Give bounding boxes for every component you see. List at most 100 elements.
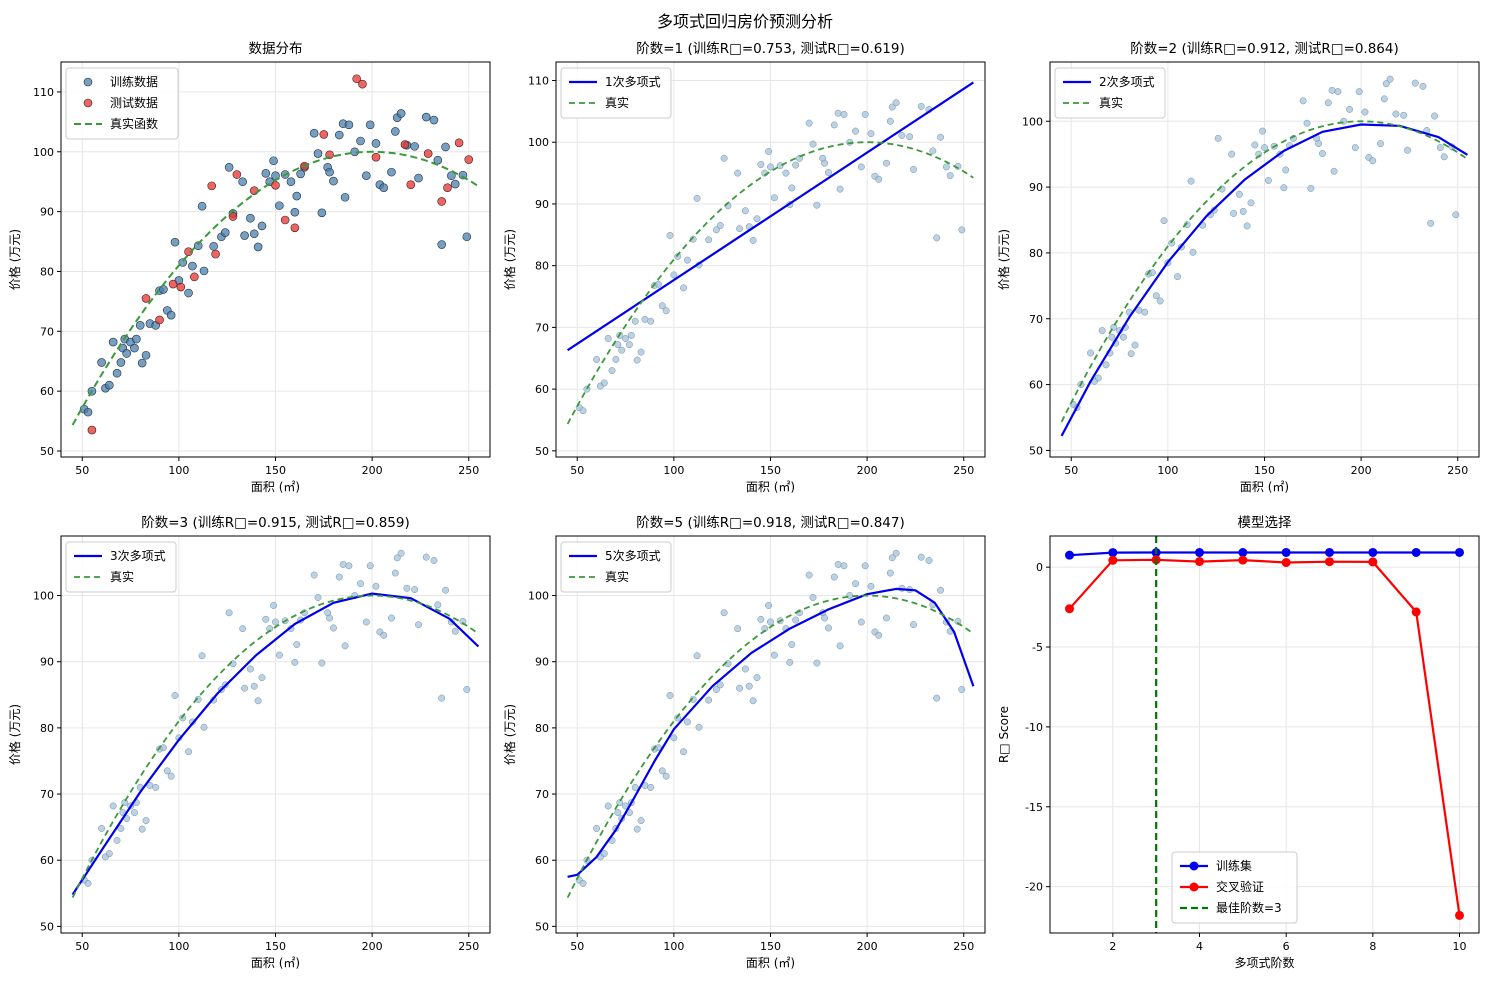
legend-box: [1171, 851, 1298, 924]
test-point: [232, 170, 242, 179]
train-point-faded: [1131, 341, 1139, 349]
y-tick-label: 50: [535, 445, 549, 458]
legend-label: 训练数据: [110, 74, 158, 89]
legend-label: 真实: [605, 95, 629, 110]
panel-title: 数据分布: [249, 41, 303, 57]
train-point-faded: [830, 573, 838, 581]
y-tick-label: 90: [535, 198, 549, 211]
train-point-faded: [683, 718, 691, 726]
x-tick-label: 250: [953, 940, 974, 953]
train-point-faded: [1247, 199, 1255, 207]
train-point-faded: [720, 609, 728, 617]
plot-area: [566, 549, 975, 899]
train-point-faded: [1108, 333, 1116, 341]
train-point: [396, 109, 406, 118]
train-point-faded: [809, 594, 817, 601]
train-point: [141, 350, 151, 360]
test-point: [249, 186, 259, 195]
train-point: [387, 167, 396, 177]
train-point-faded: [142, 817, 150, 824]
train-point-faded: [770, 194, 778, 202]
test-point: [325, 150, 334, 160]
x-tick-label: 100: [663, 940, 684, 953]
y-tick-label: 110: [33, 86, 54, 99]
train-point-faded: [716, 222, 724, 230]
y-tick-label: 70: [535, 321, 549, 334]
train-point: [410, 142, 419, 151]
train-point: [112, 368, 122, 378]
y-tick-label: 110: [528, 75, 549, 88]
train-point-faded: [886, 569, 894, 577]
x-tick-label: 100: [663, 464, 684, 477]
legend-label: 训练集: [1216, 858, 1252, 873]
fit-line: [567, 587, 975, 878]
train-point-faded: [1355, 88, 1363, 96]
cv-score-line: [1068, 558, 1461, 916]
train-point-faded: [117, 825, 125, 832]
train-point-faded: [852, 580, 859, 588]
train-point: [130, 343, 139, 353]
cv-score-point: [1368, 557, 1378, 567]
train-point-faded: [1183, 221, 1191, 229]
train-point-faded: [705, 696, 713, 704]
x-axis-label: 面积 (㎡): [1240, 480, 1289, 494]
train-point-faded: [130, 809, 138, 817]
train-point-faded: [680, 284, 687, 292]
train-point: [309, 128, 319, 138]
train-point-faded: [459, 617, 467, 625]
x-axis-label: 面积 (㎡): [251, 480, 300, 494]
train-point-faded: [366, 562, 374, 570]
train-point-faded: [612, 356, 620, 363]
plot-area: [1065, 536, 1464, 933]
x-tick-label: 100: [168, 940, 189, 953]
train-point-faded: [683, 256, 691, 264]
x-tick-label: 50: [570, 464, 584, 477]
train-point: [447, 171, 456, 181]
train-point-faded: [579, 879, 587, 887]
train-point: [122, 349, 132, 358]
train-point-faded: [1386, 75, 1394, 83]
train-point: [362, 171, 371, 181]
train-point-faded: [1127, 350, 1135, 358]
train-point-faded: [1152, 292, 1160, 300]
train-point-faded: [314, 594, 322, 601]
train-point-faded: [239, 625, 247, 633]
test-point: [176, 282, 186, 292]
train-point-faded: [689, 695, 697, 703]
y-axis-label: R□ Score: [997, 706, 1011, 763]
train-point-faded: [121, 799, 129, 807]
y-tick-label: 90: [1029, 181, 1043, 194]
train-point-faded: [852, 127, 859, 135]
test-point: [280, 215, 290, 225]
test-point: [87, 425, 97, 435]
train-point-faded: [1251, 141, 1259, 149]
x-tick-label: 50: [570, 940, 584, 953]
x-tick-label: 250: [1447, 464, 1468, 477]
y-tick-label: -15: [1025, 801, 1043, 814]
train-point-faded: [339, 561, 347, 568]
train-point-faded: [875, 175, 883, 183]
test-point: [271, 180, 280, 190]
train-point-faded: [1174, 273, 1181, 281]
x-tick-label: 200: [1351, 464, 1372, 477]
test-point: [319, 130, 329, 139]
train-point-faded: [1264, 177, 1272, 184]
y-tick-label: 80: [535, 260, 549, 273]
legend-label: 真实: [1099, 95, 1123, 110]
train-point-faded: [757, 161, 765, 168]
train-point-faded: [1094, 374, 1102, 382]
train-point-faded: [1346, 105, 1353, 113]
x-tick-label: 150: [760, 464, 781, 477]
y-tick-label: 60: [1029, 379, 1043, 392]
train-point-faded: [892, 549, 900, 557]
train-point-faded: [954, 617, 962, 625]
legend-marker: [83, 98, 93, 108]
train-point-faded: [834, 109, 842, 117]
x-tick-label: 10: [1453, 940, 1467, 953]
train-point-faded: [836, 185, 844, 193]
train-point-faded: [1228, 150, 1236, 158]
